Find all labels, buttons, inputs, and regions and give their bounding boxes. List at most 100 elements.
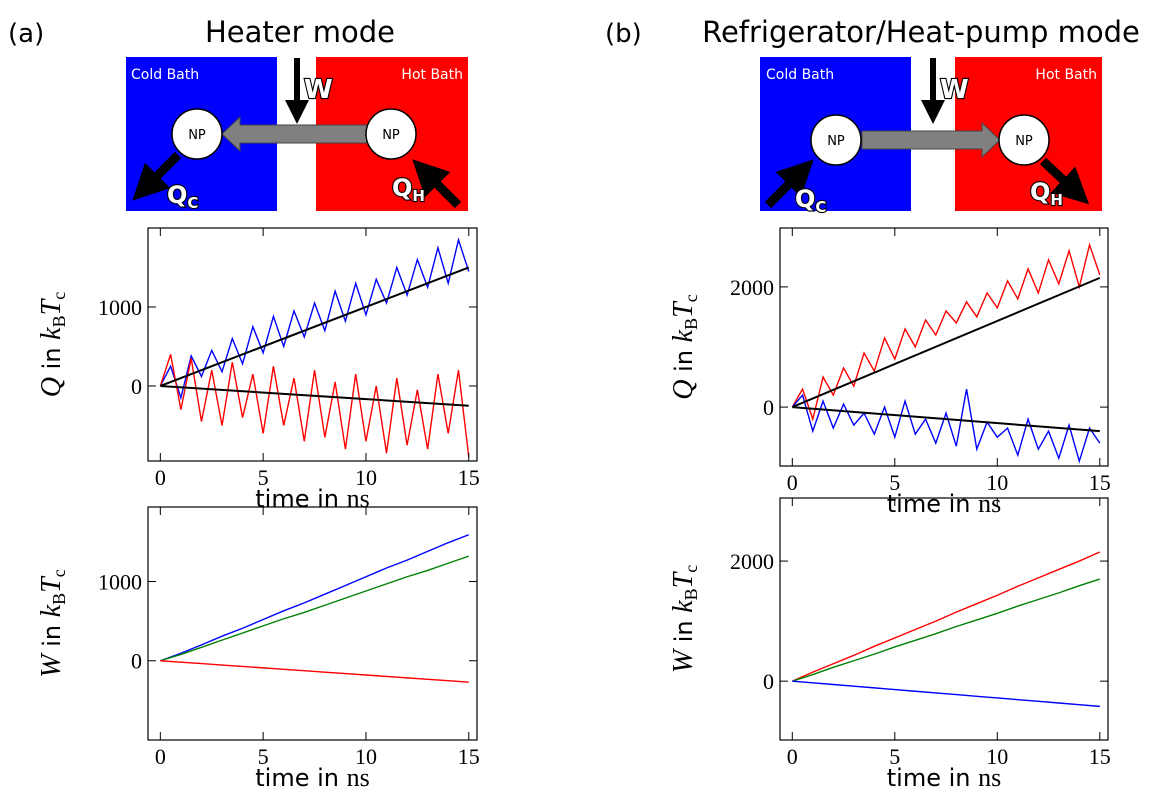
bath-label: Cold Bath xyxy=(766,67,834,83)
axes-frame xyxy=(779,497,1109,741)
x-tick-label: 0 xyxy=(155,744,166,769)
diagram: Cold Bath Hot Bath W NP NP QC QH xyxy=(760,57,1102,217)
x-tick-label: 10 xyxy=(355,744,377,769)
y-label-var: Q xyxy=(668,379,699,399)
np xyxy=(810,114,862,166)
y-label-ksub: B xyxy=(681,588,701,600)
x-axis-label: time in ns xyxy=(255,763,369,792)
work-label: W xyxy=(304,75,333,105)
plot-area xyxy=(160,534,470,683)
x-tick-label: 0 xyxy=(155,465,166,490)
bath-label: Hot Bath xyxy=(401,67,463,83)
x-tick-label: 5 xyxy=(258,744,269,769)
np xyxy=(171,108,223,160)
qc-label: QC xyxy=(795,185,826,216)
y-label-var: W xyxy=(668,647,699,673)
bath-label: Hot Bath xyxy=(1035,67,1097,83)
data-line xyxy=(791,388,1101,464)
data-line xyxy=(792,551,1101,682)
x-tick-label: 5 xyxy=(258,465,269,490)
panel-label: (a) xyxy=(8,19,44,49)
y-tick-label: 2000 xyxy=(730,549,774,574)
x-label-unit: ns xyxy=(347,484,370,513)
panel-title: Refrigerator/Heat-pump mode xyxy=(702,15,1140,49)
x-label-unit: ns xyxy=(978,489,1001,518)
data-line xyxy=(159,237,470,401)
np-label: NP xyxy=(382,128,400,143)
y-label-text: in xyxy=(670,342,698,379)
data-line xyxy=(792,578,1101,682)
y-label-k: k xyxy=(668,600,699,613)
y-axis-label: W in kBTc xyxy=(668,565,701,674)
y-label-k: k xyxy=(36,327,67,340)
y-tick-label: 1000 xyxy=(98,295,142,320)
plot-area xyxy=(791,242,1101,464)
x-tick-label: 0 xyxy=(787,744,798,769)
x-axis-label: time in ns xyxy=(887,489,1001,518)
y-axis-label: Q in kBTc xyxy=(668,294,701,399)
x-tick-label: 5 xyxy=(889,470,900,495)
x-tick-label: 10 xyxy=(355,465,377,490)
plot-area xyxy=(159,237,470,458)
qc-label: QC xyxy=(167,181,198,212)
x-label-unit: ns xyxy=(347,763,370,792)
y-label-k: k xyxy=(668,329,699,342)
x-label-text: time in xyxy=(255,485,346,513)
qh-arrow xyxy=(412,159,462,209)
y-tick-label: 2000 xyxy=(730,275,774,300)
axes-frame xyxy=(779,227,1109,467)
y-label-tsub: c xyxy=(681,294,701,302)
data-line xyxy=(791,276,1101,409)
qh-arrow xyxy=(1039,157,1090,205)
panel-title: Heater mode xyxy=(205,15,395,49)
x-axis-label: time in ns xyxy=(255,484,369,513)
y-label-var: Q xyxy=(36,377,67,397)
y-label-var: W xyxy=(36,652,67,678)
np-label: NP xyxy=(1015,134,1033,149)
y-tick-label: 0 xyxy=(131,374,142,399)
data-line xyxy=(160,534,470,662)
y-label-tsub: c xyxy=(49,569,69,577)
y-label-text: in xyxy=(38,340,66,377)
x-label-text: time in xyxy=(887,490,978,518)
y-tick-label: 0 xyxy=(131,649,142,674)
data-line xyxy=(160,660,469,683)
data-line xyxy=(791,242,1101,422)
y-label-t: T xyxy=(668,570,699,588)
plot-area xyxy=(792,551,1101,708)
heat-arrow xyxy=(861,121,1001,159)
y-label-t: T xyxy=(36,575,67,593)
y-label-ksub: B xyxy=(49,315,69,327)
y-label-tsub: c xyxy=(681,565,701,573)
np-label: NP xyxy=(188,128,206,143)
axes-frame xyxy=(147,227,478,462)
data-line xyxy=(792,406,1100,433)
qc-arrow xyxy=(132,151,182,201)
x-tick-label: 5 xyxy=(889,744,900,769)
y-tick-label: 1000 xyxy=(98,569,142,594)
y-label-tsub: c xyxy=(49,292,69,300)
data-line xyxy=(160,555,469,662)
qh-label: QH xyxy=(392,174,425,205)
x-tick-label: 10 xyxy=(986,744,1008,769)
np xyxy=(365,108,417,160)
diagram: Cold Bath Hot Bath W NP NP QC QH xyxy=(126,57,468,213)
y-label-t: T xyxy=(668,300,699,318)
y-label-t: T xyxy=(36,297,67,315)
y-label-ksub: B xyxy=(49,593,69,605)
y-tick-label: 0 xyxy=(763,669,774,694)
y-tick-label: 0 xyxy=(763,395,774,420)
x-axis-label: time in ns xyxy=(887,763,1001,792)
data-line xyxy=(792,680,1100,708)
heat-arrow xyxy=(221,115,373,153)
x-tick-label: 15 xyxy=(1089,744,1111,769)
x-label-text: time in xyxy=(887,764,978,792)
x-tick-label: 0 xyxy=(787,470,798,495)
y-label-text: in xyxy=(38,617,66,654)
np-label: NP xyxy=(827,134,845,149)
x-tick-label: 15 xyxy=(458,465,480,490)
y-label-ksub: B xyxy=(681,318,701,330)
data-line xyxy=(159,266,470,387)
axes-frame xyxy=(147,506,478,741)
